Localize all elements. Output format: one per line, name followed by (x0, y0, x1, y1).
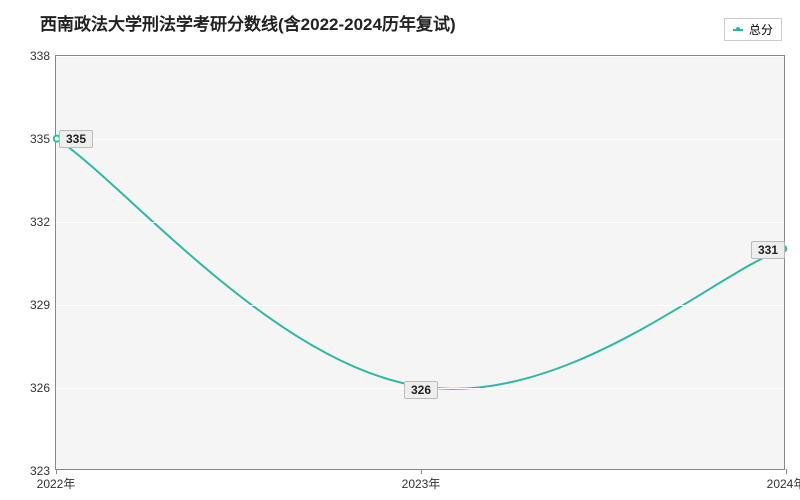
y-tick-label: 332 (30, 215, 50, 229)
series-line (57, 139, 783, 389)
y-tick-label: 329 (30, 298, 50, 312)
legend-label: 总分 (749, 21, 773, 38)
grid-line (56, 305, 784, 306)
x-tick-mark (421, 469, 422, 474)
grid-line (56, 56, 784, 57)
grid-line (56, 139, 784, 140)
x-tick-label: 2024年 (767, 475, 800, 492)
data-label: 335 (59, 130, 93, 148)
legend: 总分 (724, 18, 782, 41)
chart-container: 西南政法大学刑法学考研分数线(含2022-2024历年复试) 总分 323326… (0, 0, 800, 500)
chart-title: 西南政法大学刑法学考研分数线(含2022-2024历年复试) (40, 10, 456, 35)
x-tick-mark (786, 469, 787, 474)
plot-area: 3233263293323353382022年2023年2024年3353263… (55, 55, 785, 470)
grid-line (56, 471, 784, 472)
x-tick-mark (56, 469, 57, 474)
data-label: 331 (751, 241, 785, 259)
data-label: 326 (404, 381, 438, 399)
line-layer (56, 56, 784, 469)
x-tick-label: 2023年 (402, 475, 441, 492)
legend-marker-icon (733, 29, 743, 31)
y-tick-label: 338 (30, 49, 50, 63)
grid-line (56, 222, 784, 223)
y-tick-label: 335 (30, 132, 50, 146)
x-tick-label: 2022年 (37, 475, 76, 492)
y-tick-label: 326 (30, 381, 50, 395)
